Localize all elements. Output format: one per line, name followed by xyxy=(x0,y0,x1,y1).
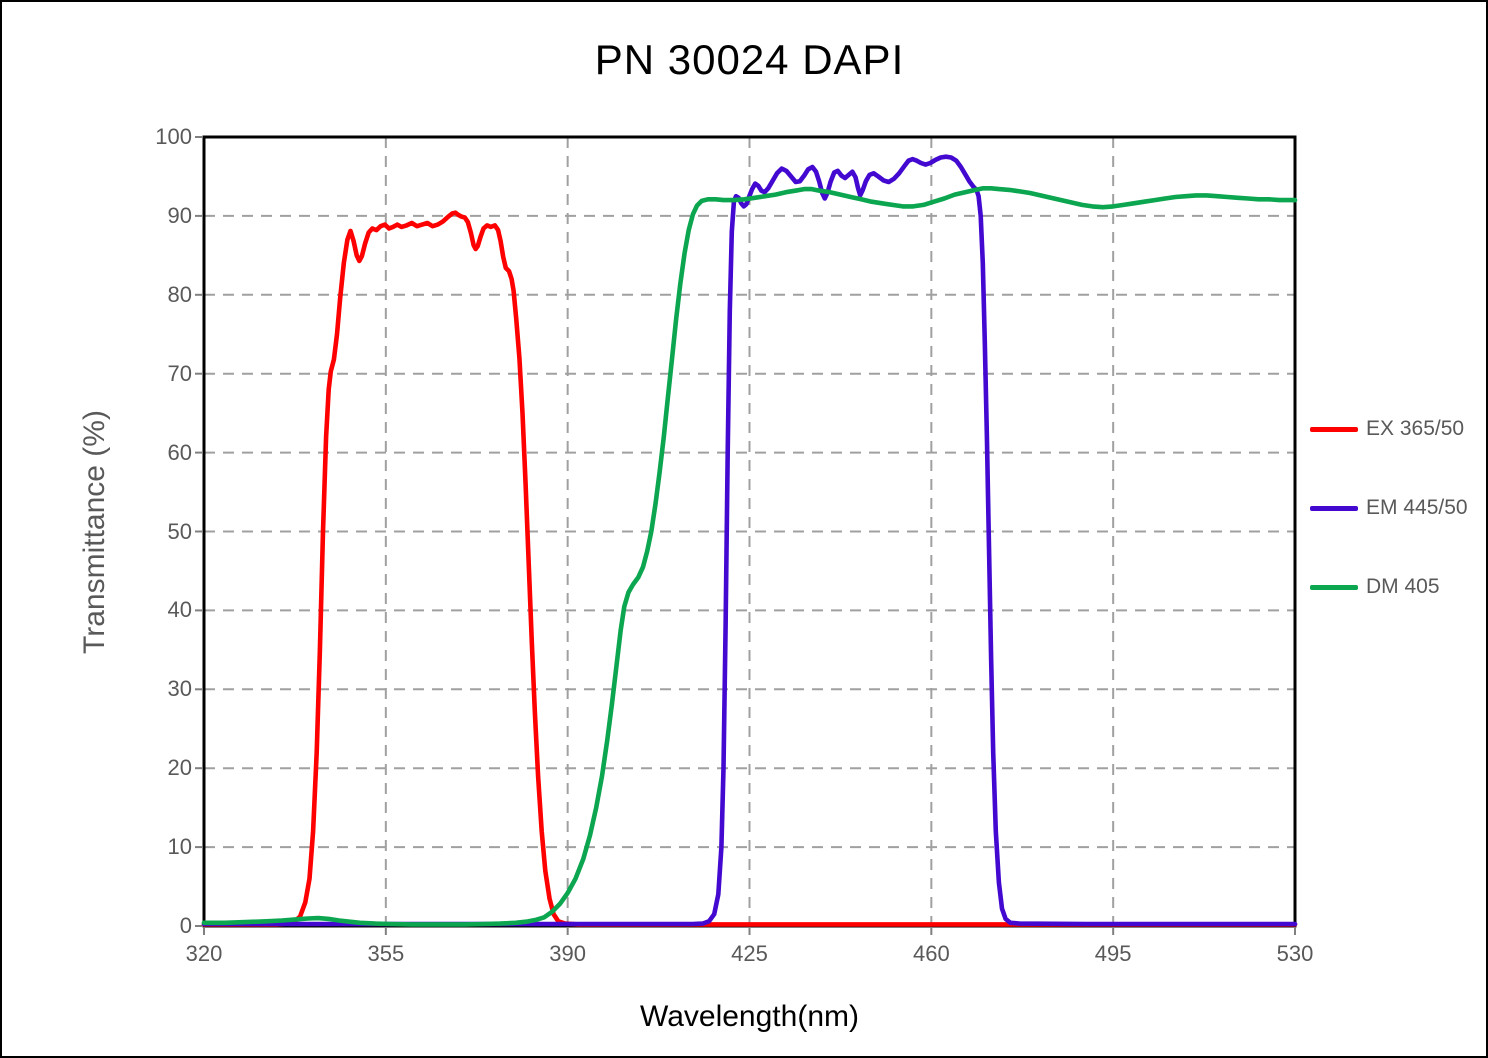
legend-item-label: DM 405 xyxy=(1366,575,1440,598)
legend-line-swatch-ex xyxy=(1310,426,1358,432)
legend-line-swatch-em xyxy=(1310,505,1358,511)
y-tick-label-70: 70 xyxy=(167,360,192,386)
x-tick-label-320: 320 xyxy=(185,941,223,966)
y-tick-label-50: 50 xyxy=(167,518,192,544)
x-tick-label-425: 425 xyxy=(731,941,768,966)
plot-canvas xyxy=(195,135,1298,935)
y-tick-label-40: 40 xyxy=(167,597,192,623)
legend-item-label: EX 365/50 xyxy=(1366,417,1465,440)
x-tick-label-495: 495 xyxy=(1094,941,1132,966)
x-tick-label-530: 530 xyxy=(1276,941,1314,966)
legend: EX 365/50 EM 445/50 DM 405 xyxy=(1310,416,1468,653)
x-axis-title: Wavelength(nm) xyxy=(640,1000,859,1033)
series-ex-365-50 xyxy=(201,210,1298,927)
legend-line-swatch-dm xyxy=(1310,584,1358,590)
legend-item-dm-405: DM 405 xyxy=(1310,574,1468,600)
y-tick-label-30: 30 xyxy=(167,676,192,702)
y-tick-label-80: 80 xyxy=(167,281,192,307)
plot-area xyxy=(195,135,1298,935)
chart-title: PN 30024 DAPI xyxy=(594,36,905,83)
y-tick-label-10: 10 xyxy=(167,834,192,860)
y-tick-label-100: 100 xyxy=(155,124,192,149)
x-tick-label-355: 355 xyxy=(367,941,405,966)
y-tick-label-20: 20 xyxy=(167,755,192,781)
y-tick-label-0: 0 xyxy=(179,913,192,938)
x-tick-label-390: 390 xyxy=(549,941,587,966)
x-tick-label-460: 460 xyxy=(912,941,950,966)
legend-item-em-445-50: EM 445/50 xyxy=(1310,495,1468,521)
y-tick-label-90: 90 xyxy=(167,202,192,228)
series-dm-405 xyxy=(201,186,1298,927)
legend-item-label: EM 445/50 xyxy=(1366,496,1468,519)
y-tick-label-60: 60 xyxy=(167,439,192,465)
legend-item-ex-365-50: EX 365/50 xyxy=(1310,416,1468,442)
